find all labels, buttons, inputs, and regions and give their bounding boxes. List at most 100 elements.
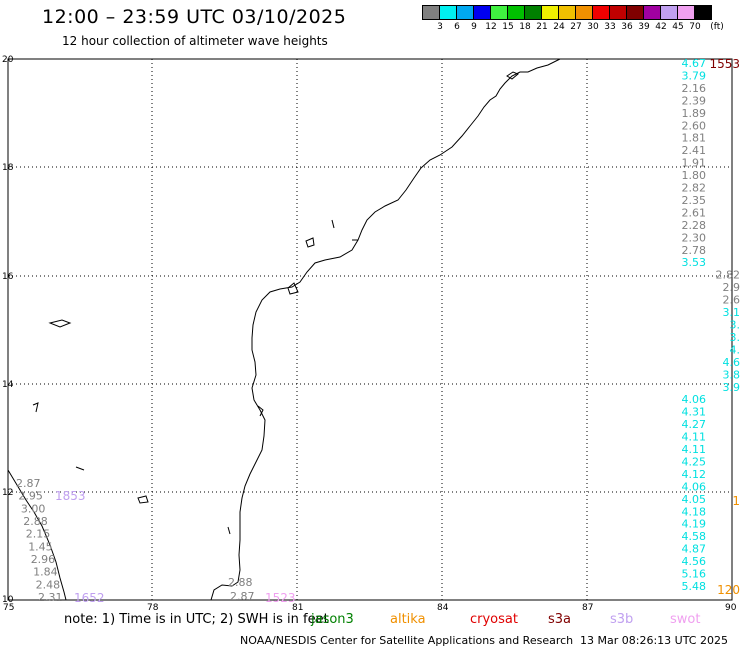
lat-tick-label: 18 [2,163,14,173]
track-time-label: 1652 [74,591,105,605]
swh-value-label: 4.06 [682,393,707,406]
swh-value-label: 2.82 [682,182,707,195]
track-time-label: 1523 [265,591,296,605]
swh-value-label: 2.95 [18,490,43,503]
swh-value-label: 4.06 [682,480,707,493]
mission-s3a: s3a [548,612,572,627]
lon-tick-label: 90 [725,603,737,613]
mission-altika: altika [390,612,426,627]
swh-value-label: 2.88 [228,576,253,589]
track-time-label: 1 [732,494,740,508]
island-mark [331,219,335,229]
swh-value-label: 2.9 [723,281,740,294]
swh-value-label: 4.11 [682,431,707,444]
scale-label: 70 [689,22,701,32]
swh-value-label: 2.88 [23,515,48,528]
island-mark [257,405,264,417]
scale-label: 21 [536,22,548,32]
mission-swot: swot [670,612,701,627]
scale-label: 36 [621,22,633,32]
swh-value-label: 3.53 [682,256,707,269]
scale-swatch [694,5,712,20]
swh-value-label: 2.16 [682,82,707,95]
grid-lines [8,59,732,600]
scale-label: 33 [604,22,616,32]
swh-value-label: 1.45 [28,540,53,553]
swh-value-label: 4.31 [682,406,707,419]
scale-label: 42 [655,22,667,32]
lake-chilika [305,237,315,248]
swh-value-label: 5.16 [682,568,707,581]
scale-label: 45 [672,22,684,32]
swh-value-label: 3.79 [682,70,707,83]
scale-label: 39 [638,22,650,32]
island-mark [227,526,231,535]
island-mark [48,319,72,328]
swh-value-label: 2.82 [716,269,740,282]
swh-value-label: 3.00 [21,502,46,515]
swh-value-label: 1.80 [682,169,707,182]
swh-value-label: 2.87 [230,590,255,603]
swh-value-label: 3.1 [723,306,740,319]
mission-jason3: jason3 [311,612,354,627]
swh-value-label: 1.84 [33,566,58,579]
scale-unit: (ft) [710,22,724,32]
track-time-label: 120 [717,583,740,597]
lat-tick-label: 10 [2,595,14,605]
mission-cryosat: cryosat [470,612,518,627]
island-mark [506,71,519,80]
lon-tick-label: 78 [147,603,159,613]
swh-value-label: 4.87 [682,543,707,556]
swh-value-label: 2.48 [36,578,61,591]
swh-value-label: 4.05 [682,493,707,506]
lake-kolleru [287,282,299,295]
swh-value-label: 2.30 [682,231,707,244]
scale-label: 6 [454,22,460,32]
coastline-sri-lanka-west [7,469,67,601]
swh-value-label: 1.91 [682,157,707,170]
swh-value-label: 1.89 [682,107,707,120]
swh-value-label: 3. [730,331,740,344]
swh-value-label: 2.28 [682,219,707,232]
swh-value-label: 4.25 [682,456,707,469]
scale-label: 3 [437,22,443,32]
scale-label: 15 [502,22,514,32]
swh-value-label: 2.78 [682,244,707,257]
coastline-east-india [210,58,561,601]
swh-value-label: 2.87 [16,477,41,490]
island-mark [32,402,39,413]
lat-tick-label: 20 [2,55,14,65]
lon-tick-label: 81 [292,603,303,613]
island-mark [137,495,149,504]
scale-label: 27 [570,22,582,32]
swh-value-label: 4.12 [682,468,707,481]
swh-value-label: 1.81 [682,132,707,145]
swh-value-label: 4.58 [682,530,707,543]
swh-value-label: 3.8 [723,368,740,381]
mission-s3b: s3b [610,612,634,627]
lat-tick-label: 16 [2,272,14,282]
swh-value-label: 2.35 [682,194,707,207]
lat-tick-label: 12 [2,488,13,498]
swh-value-label: 4.19 [682,518,707,531]
swh-value-label: 2.39 [682,94,707,107]
swh-value-label: 4.67 [682,57,707,70]
scale-label: 30 [587,22,599,32]
lat-tick-label: 14 [2,380,14,390]
swh-value-label: 4.11 [682,443,707,456]
swh-value-label: 4.56 [682,555,707,568]
scale-label: 18 [519,22,531,32]
swh-value-label: 2.96 [31,553,56,566]
map-frame [7,58,733,601]
lon-tick-label: 87 [582,603,593,613]
footer-credit: NOAA/NESDIS Center for Satellite Applica… [240,634,574,647]
swh-value-label: 2.41 [682,144,707,157]
island-mark [75,466,85,471]
track-time-label: 1853 [55,489,86,503]
scale-label: 24 [553,22,565,32]
scale-label: 9 [471,22,477,32]
swh-value-label: 5.48 [682,580,707,593]
swh-value-label: 4. [730,343,740,356]
page-title: 12:00 – 23:59 UTC 03/10/2025 [42,6,347,28]
